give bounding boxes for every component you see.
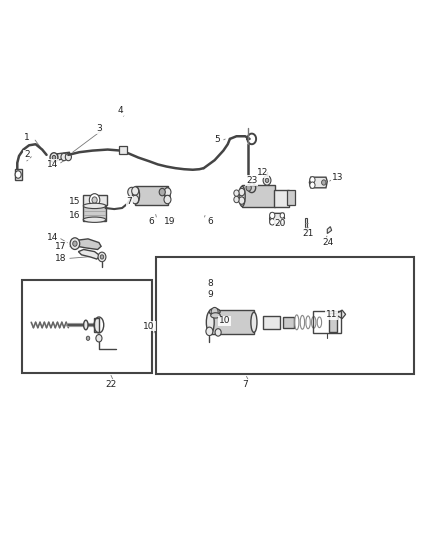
Circle shape <box>321 180 326 185</box>
Ellipse shape <box>211 313 220 318</box>
Polygon shape <box>337 310 346 319</box>
Bar <box>156 257 414 374</box>
Circle shape <box>61 154 67 161</box>
Circle shape <box>246 184 251 191</box>
Bar <box>210 310 254 334</box>
Bar <box>329 313 337 332</box>
Bar <box>287 190 295 205</box>
Bar <box>21 280 152 373</box>
Ellipse shape <box>209 309 220 315</box>
Text: 10: 10 <box>143 321 155 330</box>
Text: 23: 23 <box>246 176 258 185</box>
Circle shape <box>310 182 315 188</box>
Bar <box>283 317 294 328</box>
Circle shape <box>96 335 102 342</box>
Text: 8: 8 <box>207 279 213 288</box>
Circle shape <box>206 327 213 336</box>
Circle shape <box>128 187 136 197</box>
Bar <box>135 186 168 205</box>
Text: 3: 3 <box>96 124 102 133</box>
Bar <box>119 146 127 154</box>
Bar <box>14 169 21 180</box>
Text: 4: 4 <box>118 106 124 115</box>
Polygon shape <box>71 239 101 249</box>
Circle shape <box>159 188 165 196</box>
Text: 2: 2 <box>24 150 30 159</box>
Ellipse shape <box>165 187 170 203</box>
Text: 5: 5 <box>214 135 220 144</box>
Ellipse shape <box>133 187 140 204</box>
Circle shape <box>86 336 90 341</box>
Bar <box>274 190 289 207</box>
Bar <box>83 206 106 221</box>
Text: 21: 21 <box>302 229 313 238</box>
Circle shape <box>70 238 80 249</box>
Circle shape <box>211 308 218 316</box>
Text: 16: 16 <box>69 211 81 220</box>
Polygon shape <box>270 213 285 224</box>
Text: 17: 17 <box>55 242 67 251</box>
Circle shape <box>132 195 139 204</box>
Circle shape <box>89 193 100 206</box>
Text: 11: 11 <box>325 310 337 319</box>
Bar <box>242 185 275 207</box>
Circle shape <box>215 329 221 336</box>
Text: 9: 9 <box>207 289 213 298</box>
Text: 10: 10 <box>219 316 230 325</box>
Circle shape <box>263 175 271 185</box>
Ellipse shape <box>83 203 106 208</box>
Bar <box>82 195 106 205</box>
Text: 24: 24 <box>322 238 334 247</box>
Circle shape <box>65 154 71 161</box>
Bar <box>263 316 280 329</box>
Text: 1: 1 <box>24 133 30 142</box>
Text: 18: 18 <box>55 254 67 263</box>
Circle shape <box>265 178 269 182</box>
Circle shape <box>15 171 21 178</box>
Ellipse shape <box>206 311 214 334</box>
Text: 19: 19 <box>164 217 176 226</box>
Ellipse shape <box>83 217 106 222</box>
Text: 7: 7 <box>242 380 248 389</box>
Text: 6: 6 <box>148 217 154 226</box>
Circle shape <box>100 255 104 259</box>
Circle shape <box>164 188 171 196</box>
Circle shape <box>73 241 77 246</box>
Ellipse shape <box>251 312 257 333</box>
Polygon shape <box>309 177 327 188</box>
Polygon shape <box>78 249 100 259</box>
Ellipse shape <box>84 320 88 330</box>
Text: 14: 14 <box>46 233 58 242</box>
Polygon shape <box>57 152 70 160</box>
Circle shape <box>270 219 275 225</box>
Circle shape <box>234 190 239 196</box>
Circle shape <box>164 195 171 204</box>
Circle shape <box>310 176 315 183</box>
Text: 6: 6 <box>207 217 213 226</box>
Circle shape <box>234 196 239 203</box>
Circle shape <box>98 252 106 262</box>
Circle shape <box>280 213 285 218</box>
Text: 14: 14 <box>46 160 58 169</box>
Circle shape <box>52 156 56 160</box>
Circle shape <box>132 187 139 195</box>
Text: 22: 22 <box>105 380 117 389</box>
Circle shape <box>270 212 275 219</box>
Text: 20: 20 <box>275 220 286 229</box>
Text: 15: 15 <box>69 197 81 206</box>
Circle shape <box>50 153 58 163</box>
Circle shape <box>92 197 97 203</box>
Ellipse shape <box>239 186 245 206</box>
Polygon shape <box>327 227 332 233</box>
Text: 12: 12 <box>257 168 268 177</box>
Bar <box>94 318 99 332</box>
Text: 13: 13 <box>332 173 343 182</box>
Circle shape <box>239 197 245 204</box>
Text: 7: 7 <box>127 197 132 206</box>
Bar <box>305 218 307 230</box>
Bar <box>313 311 341 333</box>
Circle shape <box>239 188 245 196</box>
